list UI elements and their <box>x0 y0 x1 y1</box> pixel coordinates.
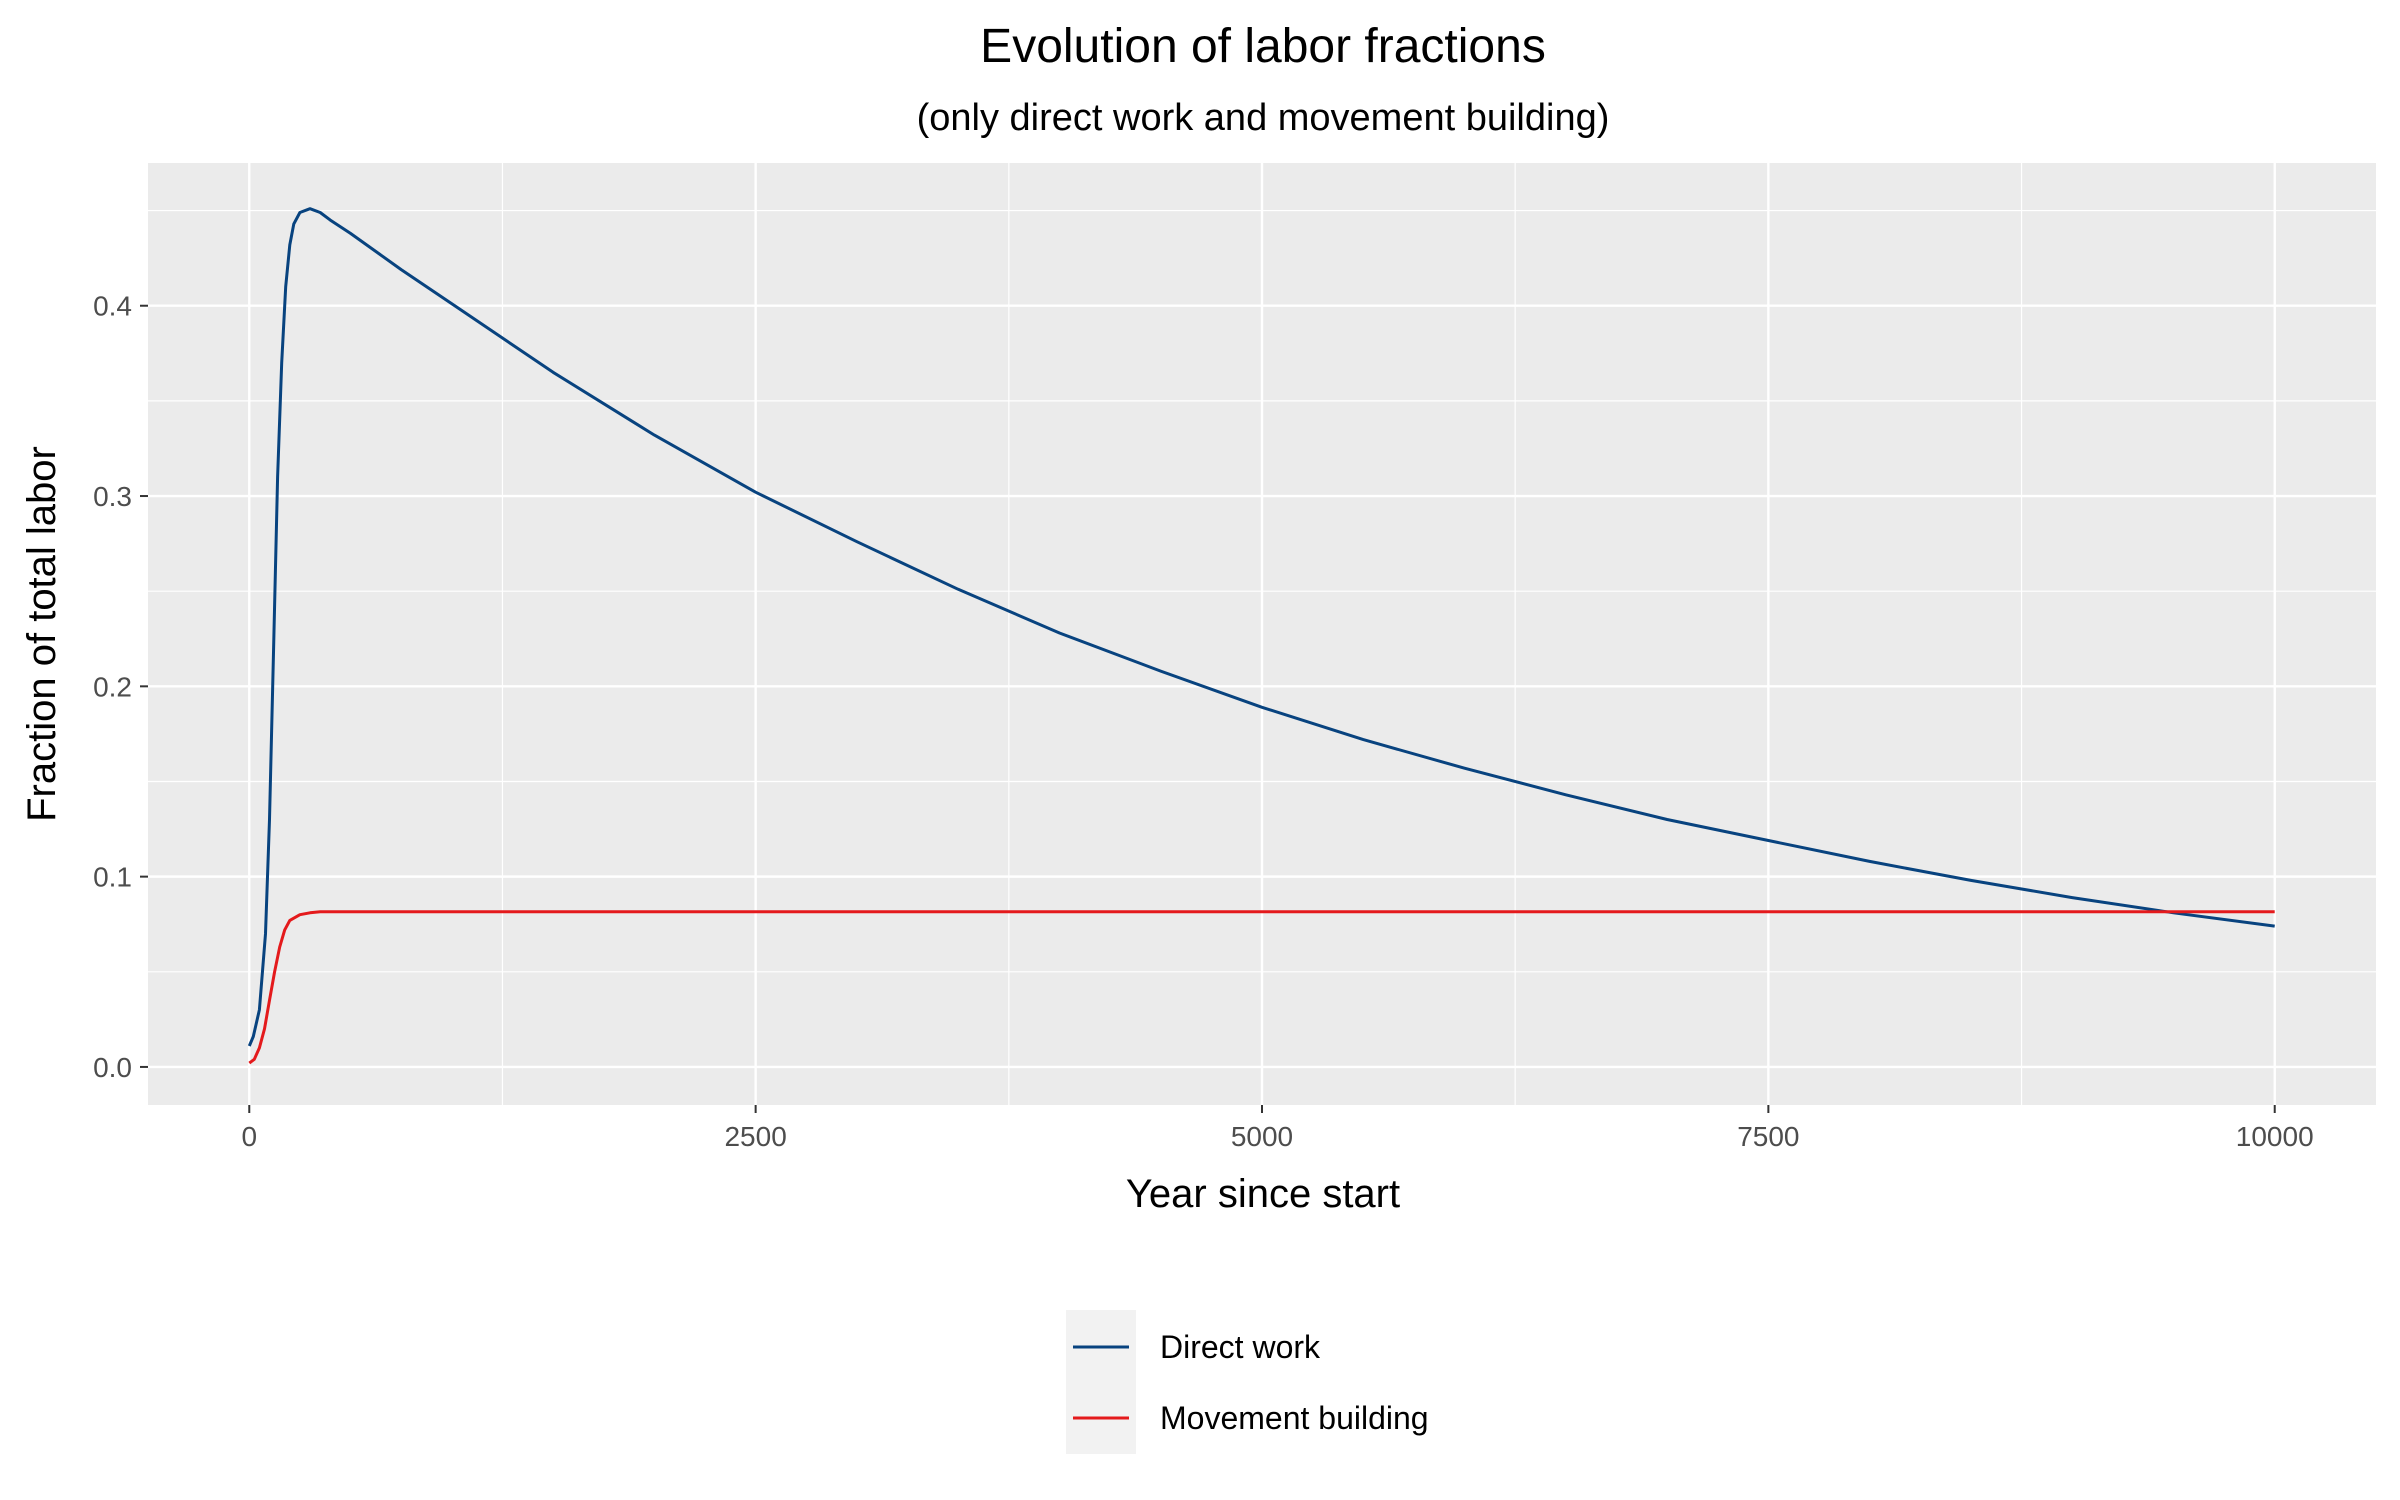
x-tick-label: 7500 <box>1737 1121 1799 1152</box>
y-tick-label: 0.3 <box>93 481 132 512</box>
y-tick-label: 0.2 <box>93 671 132 702</box>
x-tick-label: 0 <box>241 1121 257 1152</box>
x-tick-label: 2500 <box>724 1121 786 1152</box>
legend-label-movement-building: Movement building <box>1160 1400 1429 1436</box>
x-tick-label: 5000 <box>1231 1121 1293 1152</box>
x-axis: 0 2500 5000 7500 10000 <box>241 1105 2314 1152</box>
y-tick-label: 0.1 <box>93 862 132 893</box>
legend-key-background <box>1066 1310 1136 1454</box>
y-axis: 0.0 0.1 0.2 0.3 0.4 <box>93 291 148 1083</box>
legend: Direct work Movement building <box>1066 1310 1429 1454</box>
series-line-movement-building <box>248 910 2275 1065</box>
series-lines <box>247 207 2275 1065</box>
x-axis-title: Year since start <box>1126 1172 1400 1216</box>
chart-title: Evolution of labor fractions <box>980 20 1546 73</box>
y-axis-title: Fraction of total labor <box>20 446 64 822</box>
chart-subtitle: (only direct work and movement building) <box>917 97 1610 139</box>
legend-label-direct-work: Direct work <box>1160 1329 1321 1365</box>
y-tick-label: 0.4 <box>93 291 132 322</box>
x-tick-label: 10000 <box>2236 1121 2314 1152</box>
major-gridlines <box>148 163 2376 1105</box>
series-line-direct-work <box>247 207 2275 1047</box>
y-tick-label: 0.0 <box>93 1052 132 1083</box>
